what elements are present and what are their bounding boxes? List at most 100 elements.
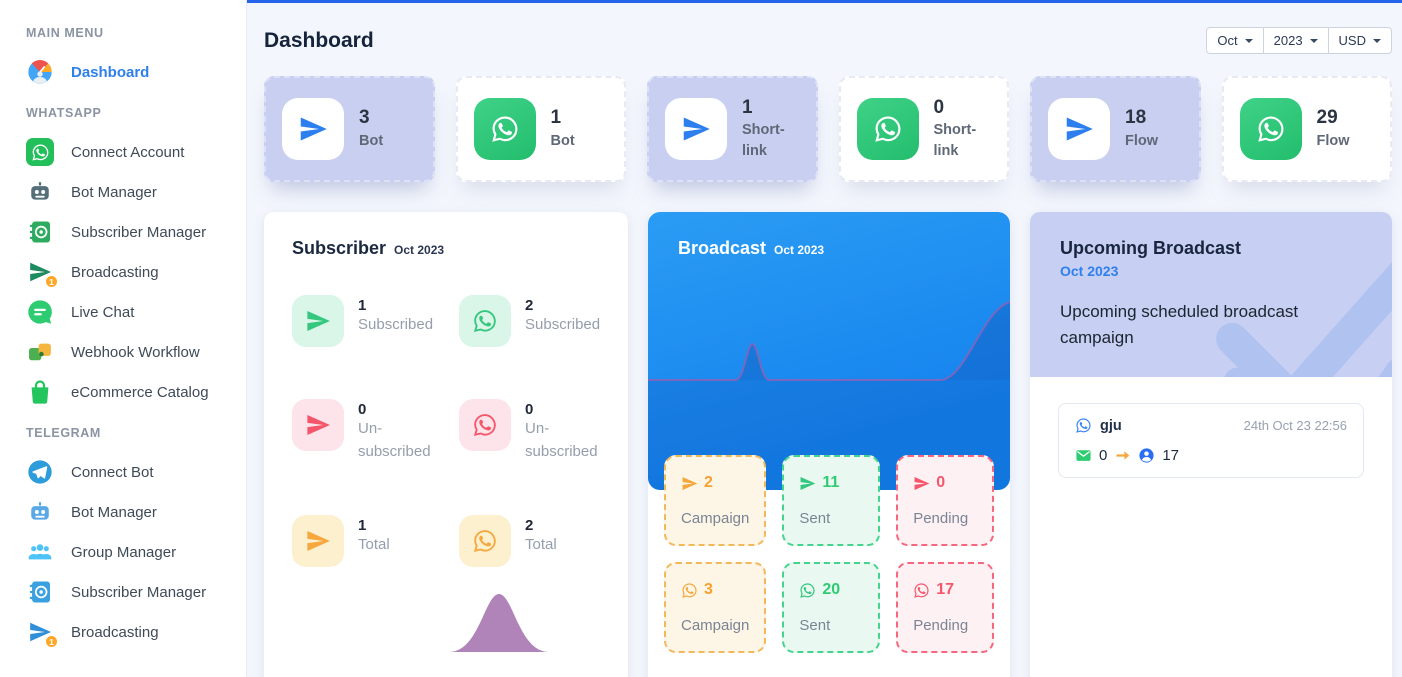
campaign-name: gju <box>1100 417 1122 434</box>
stat-label: Subscribed <box>358 316 434 333</box>
stat-card-whatsapp-bot: 1 Bot <box>455 76 626 182</box>
sidebar-item-wa-broadcasting[interactable]: 1 Broadcasting <box>12 252 236 292</box>
stat-value: 2 <box>525 517 534 534</box>
sidebar-item-group-manager[interactable]: Group Manager <box>12 532 236 572</box>
stat-telegram-pending: 0 Pending <box>896 455 994 546</box>
stat-whatsapp-sent: 20 Sent <box>782 562 881 653</box>
telegram-plane-icon <box>681 475 698 492</box>
telegram-plane-icon <box>292 399 344 451</box>
stat-whatsapp-unsubscribed: 0 Un-subscribed <box>459 399 600 463</box>
broadcast-chart-panel: Broadcast Oct 2023 <box>648 212 1010 490</box>
stat-label: Sent <box>799 510 831 527</box>
arrow-right-icon <box>1114 447 1131 464</box>
stat-label: Sent <box>799 617 831 634</box>
whatsapp-icon <box>913 582 930 599</box>
content-grid: Subscriber Oct 2023 1 Subscribed 2 Subsc… <box>264 212 1392 677</box>
sidebar-item-tg-bot-manager[interactable]: Bot Manager <box>12 492 236 532</box>
subscriber-chart <box>449 594 549 652</box>
stat-label: Short-link <box>742 122 785 160</box>
chevron-down-icon <box>1373 38 1381 43</box>
stat-card-whatsapp-shortlink: 0 Short-link <box>838 76 1009 182</box>
section-title-telegram: TELEGRAM <box>26 426 101 440</box>
sidebar-section-main-menu: MAIN MENU Dashboard <box>12 26 236 92</box>
stat-label: Total <box>525 536 557 553</box>
whatsapp-icon <box>1239 98 1302 160</box>
month-select[interactable]: Oct <box>1206 27 1264 54</box>
whatsapp-icon <box>1075 417 1092 434</box>
sidebar-item-dashboard[interactable]: Dashboard <box>12 52 236 92</box>
currency-select[interactable]: USD <box>1327 27 1392 54</box>
recipient-count: 17 <box>1162 447 1180 464</box>
stat-label: Campaign <box>681 617 750 634</box>
whatsapp-icon <box>681 582 698 599</box>
card-period: Oct 2023 <box>774 243 825 257</box>
sidebar-section-whatsapp: WHATSAPP Connect Account Bot Manager Sub… <box>12 106 236 412</box>
sidebar-item-connect-account[interactable]: Connect Account <box>12 132 236 172</box>
telegram-plane-icon <box>282 98 344 160</box>
main-content: Dashboard Oct 2023 USD 3 <box>247 0 1402 677</box>
sidebar-item-webhook-workflow[interactable]: Webhook Workflow <box>12 332 236 372</box>
broadcast-card-header: Broadcast Oct 2023 <box>678 238 980 259</box>
currency-select-value: USD <box>1338 33 1366 48</box>
telegram-plane-icon <box>913 475 930 492</box>
stat-value: 20 <box>822 581 841 598</box>
stat-whatsapp-subscribed: 2 Subscribed <box>459 295 600 347</box>
notification-badge: 1 <box>45 635 58 648</box>
stat-card-telegram-flow: 18 Flow <box>1030 76 1201 182</box>
stat-value: 0 <box>525 401 534 418</box>
sidebar-item-label: Subscriber Manager <box>71 223 207 241</box>
sidebar-item-live-chat[interactable]: Live Chat <box>12 292 236 332</box>
campaign-datetime: 24th Oct 23 22:56 <box>1243 418 1347 433</box>
broadcast-stats-row-telegram: 2 Campaign 11 Sent 0 Pending <box>664 455 994 546</box>
sidebar-item-tg-subscriber-manager[interactable]: Subscriber Manager <box>12 572 236 612</box>
stat-value: 29 <box>1316 107 1338 129</box>
notification-badge: 1 <box>45 275 58 288</box>
telegram-plane-icon <box>292 295 344 347</box>
puzzle-icon <box>26 338 54 366</box>
check-circle-icon <box>1216 262 1392 377</box>
broadcast-card: Broadcast Oct 2023 2 Campaign 11 Sent 0 <box>648 212 1010 677</box>
stat-value: 3 <box>704 581 713 598</box>
subscriber-card-header: Subscriber Oct 2023 <box>292 238 600 259</box>
section-title-whatsapp: WHATSAPP <box>26 106 102 120</box>
sidebar: MAIN MENU Dashboard WHATSAPP Connect Acc… <box>0 0 247 677</box>
sidebar-item-label: eCommerce Catalog <box>71 383 209 401</box>
stat-value: 1 <box>358 297 367 314</box>
stat-value: 1 <box>358 517 367 534</box>
telegram-plane-icon <box>665 98 727 160</box>
sidebar-item-connect-bot[interactable]: Connect Bot <box>12 452 236 492</box>
stat-telegram-total: 1 Total <box>292 515 433 567</box>
sidebar-item-tg-broadcasting[interactable]: 1 Broadcasting <box>12 612 236 652</box>
subscriber-card: Subscriber Oct 2023 1 Subscribed 2 Subsc… <box>264 212 628 677</box>
sidebar-item-label: Bot Manager <box>71 183 157 201</box>
stat-telegram-campaign: 2 Campaign <box>664 455 767 546</box>
sidebar-item-label: Connect Account <box>71 143 185 161</box>
upcoming-broadcast-list: gju 24th Oct 23 22:56 0 17 <box>1030 377 1392 504</box>
broadcast-list-item[interactable]: gju 24th Oct 23 22:56 0 17 <box>1058 403 1364 478</box>
sidebar-item-wa-bot-manager[interactable]: Bot Manager <box>12 172 236 212</box>
stat-value: 18 <box>1125 107 1147 129</box>
upcoming-broadcast-card: Upcoming Broadcast Oct 2023 Upcoming sch… <box>1030 212 1392 677</box>
stat-telegram-unsubscribed: 0 Un-subscribed <box>292 399 433 463</box>
paper-plane-icon: 1 <box>26 258 58 288</box>
telegram-plane-icon <box>799 475 816 492</box>
month-select-value: Oct <box>1217 33 1238 48</box>
stat-cards-row: 3 Bot 1 Bot 1 Short-link 0 Short-link <box>264 76 1392 182</box>
stat-label: Flow <box>1125 132 1159 149</box>
stat-value: 2 <box>704 474 713 491</box>
sidebar-item-label: Group Manager <box>71 543 177 561</box>
subscriber-stats-grid: 1 Subscribed 2 Subscribed 0 Un-subscribe… <box>292 295 600 567</box>
gauge-icon <box>26 58 54 86</box>
sidebar-item-ecommerce-catalog[interactable]: eCommerce Catalog <box>12 372 236 412</box>
stat-label: Pending <box>913 617 969 634</box>
robot-icon <box>26 178 54 206</box>
sidebar-item-wa-subscriber-manager[interactable]: Subscriber Manager <box>12 212 236 252</box>
whatsapp-icon <box>459 399 512 451</box>
year-select[interactable]: 2023 <box>1262 27 1329 54</box>
card-title: Subscriber <box>292 238 387 258</box>
stat-value: 11 <box>822 474 840 491</box>
chat-bubble-icon <box>26 298 54 326</box>
stat-card-telegram-bot: 3 Bot <box>264 76 435 182</box>
stat-value: 1 <box>742 96 753 118</box>
